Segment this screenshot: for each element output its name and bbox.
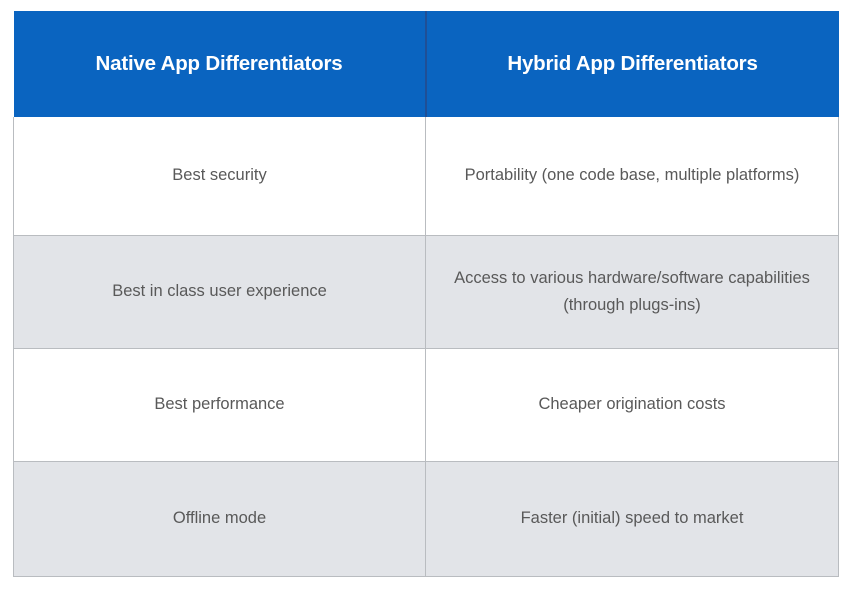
table-header: Native App Differentiators Hybrid App Di… [13,11,839,117]
cell-text-hybrid-1: Portability (one code base, multiple pla… [464,166,800,185]
table-header-row: Native App Differentiators Hybrid App Di… [13,11,839,117]
cell-hybrid-1: Portability (one code base, multiple pla… [425,117,839,236]
table-row: Best security Portability (one code base… [13,117,839,236]
table-row: Best performance Cheaper origination cos… [13,348,839,462]
app-differentiators-table: Native App Differentiators Hybrid App Di… [13,11,839,577]
cell-text-native-1: Best security [172,166,267,185]
cell-text-hybrid-4: Faster (initial) speed to market [520,509,744,528]
column-header-hybrid-app-differentiators: Hybrid App Differentiators [425,11,839,117]
cell-hybrid-2: Access to various hardware/software capa… [425,235,839,349]
cell-native-2: Best in class user experience [13,235,426,349]
cell-native-1: Best security [13,117,426,236]
table-body: Best security Portability (one code base… [13,117,839,577]
cell-text-hybrid-2: Access to various hardware/software capa… [454,268,810,314]
cell-text-native-3: Best performance [154,395,285,414]
cell-hybrid-3: Cheaper origination costs [425,348,839,462]
cell-native-4: Offline mode [13,461,426,577]
table-row: Offline mode Faster (initial) speed to m… [13,461,839,577]
cell-text-hybrid-3: Cheaper origination costs [538,395,726,414]
cell-hybrid-4: Faster (initial) speed to market [425,461,839,577]
table-row: Best in class user experience Access to … [13,235,839,349]
cell-text-native-4: Offline mode [172,509,267,528]
cell-text-native-2: Best in class user experience [112,282,327,301]
column-header-native-app-differentiators: Native App Differentiators [13,11,427,117]
cell-native-3: Best performance [13,348,426,462]
